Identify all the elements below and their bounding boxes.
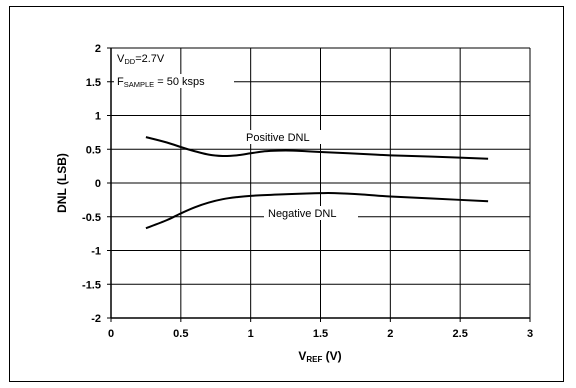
vdd-condition-label: VDD=2.7V: [117, 53, 165, 66]
y-tick-label: 1: [95, 111, 101, 123]
y-tick-label: 1.5: [86, 77, 101, 89]
y-tick-label: -1: [91, 246, 101, 258]
positive-dnl-line: [145, 136, 489, 160]
negative-dnl-label: Negative DNL: [268, 208, 336, 220]
chart-frame: [9, 6, 564, 382]
x-tick-label: 0: [108, 328, 114, 340]
y-tick-label: -0.5: [82, 212, 101, 224]
x-tick-label: 2: [387, 328, 393, 340]
y-tick-label: -1.5: [82, 279, 101, 291]
x-tick-label: 3: [527, 328, 533, 340]
negative-dnl-line: [145, 192, 489, 230]
y-tick-label: -2: [91, 313, 101, 325]
vdd-label-background: [114, 51, 166, 65]
x-tick-label: 1: [248, 328, 254, 340]
fsample-condition-label: FSAMPLE = 50 ksps: [117, 76, 205, 89]
axes: 0 0.5 1 1.5 2 2.5 3 -2 -1.5 -1 -0.5 0 0.5 1 1.5 2: [82, 43, 533, 340]
x-axis-label: VREF (V): [298, 349, 341, 364]
series-lines: [145, 136, 489, 230]
x-tick-label: 1.5: [313, 328, 328, 340]
positive-dnl-label-background: [243, 130, 321, 144]
x-tick-label: 2.5: [453, 328, 468, 340]
y-tick-label: 0.5: [86, 144, 101, 156]
negative-dnl-label-background: [264, 206, 358, 220]
y-axis-label: DNL (LSB): [55, 153, 69, 213]
positive-dnl-label: Positive DNL: [246, 132, 310, 144]
y-tick-label: 0: [95, 178, 101, 190]
y-tick-label: 2: [95, 43, 101, 55]
x-tick-label: 0.5: [173, 328, 188, 340]
grid: [111, 47, 531, 318]
fsample-label-background: [114, 74, 234, 88]
